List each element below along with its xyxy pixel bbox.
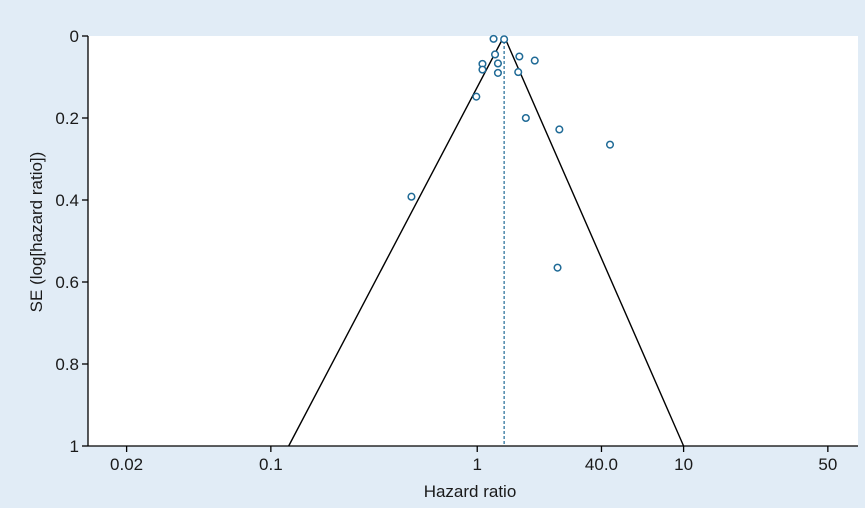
- data-point: [490, 50, 500, 59]
- data-point: [500, 35, 509, 44]
- data-point: [605, 140, 615, 149]
- y-axis: 0 0.2 0.4 0.6 0.8 1: [55, 27, 89, 456]
- x-tick-label: 0.1: [259, 455, 283, 474]
- data-points: [407, 34, 615, 272]
- funnel-line-right: [503, 35, 685, 447]
- y-tick-label: 0.2: [55, 109, 79, 128]
- data-point: [555, 125, 564, 134]
- data-point: [493, 59, 502, 68]
- data-point: [515, 52, 524, 61]
- funnel-lines: [288, 35, 685, 447]
- x-tick-label: 1: [472, 455, 481, 474]
- data-point: [514, 68, 523, 77]
- plot-area: [88, 36, 858, 446]
- x-tick-label: 0.02: [110, 455, 143, 474]
- data-point: [530, 56, 539, 65]
- x-axis: 0.02 0.1 1 40.0 10 50: [88, 445, 858, 474]
- data-point: [493, 68, 502, 77]
- y-axis-title: SE (log[hazard ratio]): [27, 152, 46, 313]
- x-axis-title: Hazard ratio: [424, 482, 517, 501]
- x-tick-label: 40.0: [585, 455, 618, 474]
- x-tick-label: 50: [818, 455, 837, 474]
- data-point: [478, 65, 487, 74]
- data-point: [553, 263, 562, 272]
- data-point: [407, 192, 416, 201]
- y-tick-label: 0: [70, 27, 79, 46]
- data-point: [489, 34, 498, 43]
- y-tick-label: 0.4: [55, 191, 79, 210]
- y-tick-label: 0.6: [55, 273, 79, 292]
- y-tick-label: 0.8: [55, 355, 79, 374]
- data-point: [472, 92, 481, 101]
- x-tick-label: 10: [674, 455, 693, 474]
- data-point: [521, 113, 530, 123]
- funnel-line-left: [288, 35, 505, 447]
- y-tick-label: 1: [70, 437, 79, 456]
